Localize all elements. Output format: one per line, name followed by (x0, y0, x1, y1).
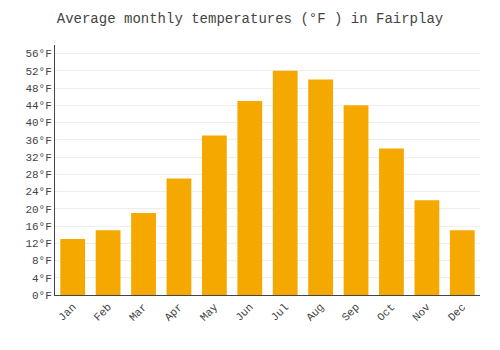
svg-text:48°F: 48°F (25, 83, 51, 95)
svg-text:Feb: Feb (92, 301, 114, 323)
svg-text:52°F: 52°F (25, 66, 51, 78)
svg-text:8°F: 8°F (32, 255, 52, 267)
svg-text:56°F: 56°F (25, 48, 51, 60)
svg-text:Oct: Oct (375, 301, 397, 323)
svg-text:Dec: Dec (446, 301, 468, 323)
svg-text:Mar: Mar (127, 301, 149, 323)
svg-text:40°F: 40°F (25, 117, 51, 129)
svg-text:Nov: Nov (410, 301, 433, 324)
svg-text:20°F: 20°F (25, 204, 51, 216)
svg-text:36°F: 36°F (25, 135, 51, 147)
svg-text:0°F: 0°F (32, 290, 52, 302)
svg-text:32°F: 32°F (25, 152, 51, 164)
svg-text:12°F: 12°F (25, 238, 51, 250)
svg-text:24°F: 24°F (25, 186, 51, 198)
svg-text:4°F: 4°F (32, 273, 52, 285)
svg-text:May: May (198, 301, 221, 324)
svg-text:44°F: 44°F (25, 100, 51, 112)
svg-text:Jun: Jun (233, 301, 255, 323)
svg-text:Apr: Apr (162, 301, 184, 323)
svg-text:16°F: 16°F (25, 221, 51, 233)
svg-text:Jul: Jul (269, 301, 291, 323)
svg-text:Aug: Aug (304, 301, 326, 323)
svg-text:Average monthly temperatures (: Average monthly temperatures (°F ) in Fa… (57, 11, 443, 27)
svg-text:Sep: Sep (340, 301, 362, 323)
svg-text:Jan: Jan (56, 301, 78, 323)
svg-text:28°F: 28°F (25, 169, 51, 181)
